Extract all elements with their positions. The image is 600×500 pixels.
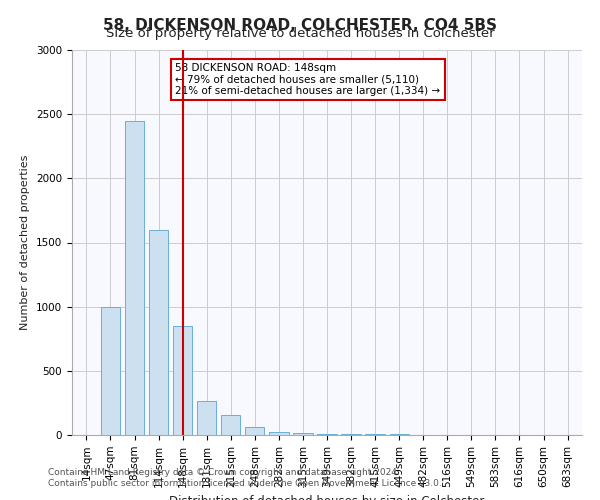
Bar <box>317 434 337 435</box>
Text: 58 DICKENSON ROAD: 148sqm
← 79% of detached houses are smaller (5,110)
21% of se: 58 DICKENSON ROAD: 148sqm ← 79% of detac… <box>175 63 440 96</box>
Text: 58, DICKENSON ROAD, COLCHESTER, CO4 5BS: 58, DICKENSON ROAD, COLCHESTER, CO4 5BS <box>103 18 497 32</box>
Bar <box>197 401 217 435</box>
Bar <box>245 428 265 435</box>
Text: Contains HM Land Registry data © Crown copyright and database right 2024.
Contai: Contains HM Land Registry data © Crown c… <box>48 468 442 487</box>
Bar <box>269 432 289 435</box>
Bar <box>149 230 168 435</box>
Bar <box>125 120 144 435</box>
Y-axis label: Number of detached properties: Number of detached properties <box>20 155 31 330</box>
Bar <box>341 434 361 435</box>
Bar <box>365 434 385 435</box>
Bar <box>173 326 192 435</box>
Bar <box>293 433 313 435</box>
Bar <box>389 434 409 435</box>
X-axis label: Distribution of detached houses by size in Colchester: Distribution of detached houses by size … <box>169 495 485 500</box>
Bar <box>221 415 241 435</box>
Text: Size of property relative to detached houses in Colchester: Size of property relative to detached ho… <box>106 28 494 40</box>
Bar <box>101 306 120 435</box>
